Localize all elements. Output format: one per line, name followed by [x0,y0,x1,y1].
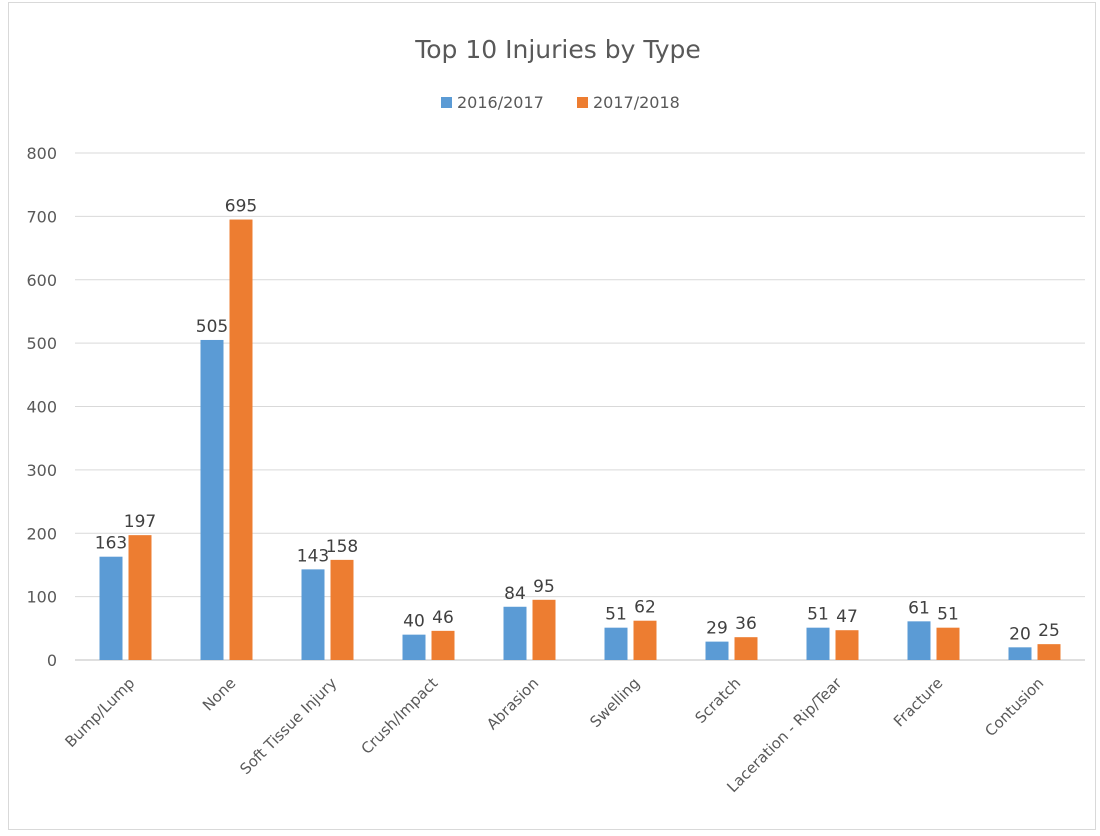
data-label-series-1: 20 [1009,624,1031,644]
data-label-series-1: 51 [807,605,829,625]
y-tick-label: 800 [26,144,57,163]
x-category-label: Soft Tissue Injury [236,674,340,778]
bar-series-2 [1037,644,1061,660]
x-category-label: Scratch [691,674,744,727]
y-tick-label: 400 [26,398,57,417]
bar-series-2 [128,535,152,660]
data-label-series-1: 143 [297,546,329,566]
data-label-series-2: 158 [326,537,358,557]
bar-series-1 [907,621,931,660]
data-label-series-1: 29 [706,619,728,639]
gridlines [75,152,1085,661]
data-label-series-2: 197 [124,512,156,532]
bar-series-2 [734,637,758,660]
y-tick-label: 700 [26,207,57,226]
legend-label-series-2: 2017/2018 [593,93,680,112]
bar-series-2 [936,627,960,660]
y-tick-label: 300 [26,461,57,480]
data-label-series-2: 47 [836,607,858,627]
y-tick-label: 200 [26,524,57,543]
bar-series-1 [604,627,628,660]
bar-series-1 [705,641,729,660]
data-label-series-1: 163 [95,534,127,554]
bar-series-1 [301,569,325,660]
bar-series-1 [1008,647,1032,660]
data-label-series-2: 25 [1038,621,1060,641]
data-label-series-2: 51 [937,605,959,625]
y-tick-label: 100 [26,588,57,607]
bar-series-1 [99,556,123,660]
y-tick-label: 0 [47,651,57,670]
data-label-series-2: 46 [432,608,454,628]
bar-series-1 [200,339,224,660]
bar-series-1 [503,606,527,660]
y-tick-label: 500 [26,334,57,353]
chart-frame [8,2,1096,830]
x-category-label: Contusion [981,674,1047,740]
x-category-label: Fracture [890,674,946,730]
chart-title: Top 10 Injuries by Type [414,35,701,64]
bar-series-2 [835,630,859,660]
legend-label-series-1: 2016/2017 [457,93,544,112]
data-label-series-1: 61 [908,598,930,618]
x-category-label: Bump/Lump [61,674,138,751]
x-category-label: Abrasion [483,674,542,733]
legend: 2016/2017 2017/2018 [441,93,680,112]
y-axis-ticks: 0 100 200 300 400 500 600 700 800 [26,144,57,670]
data-label-series-2: 695 [225,197,257,217]
legend-swatch-series-2 [577,97,588,108]
bar-series-1 [402,634,426,660]
bar-series-1 [806,627,830,660]
data-label-series-1: 40 [403,612,425,632]
bars [99,219,1061,660]
x-category-label: Crush/Impact [358,674,442,758]
legend-swatch-series-1 [441,97,452,108]
data-label-series-1: 84 [504,584,526,604]
x-category-label: Swelling [586,674,643,731]
bar-series-2 [532,599,556,660]
y-tick-label: 600 [26,271,57,290]
data-label-series-1: 505 [196,317,228,337]
bar-series-2 [431,630,455,660]
x-category-label: None [199,674,239,714]
bar-series-2 [633,620,657,660]
x-category-label: Laceration - Rip/Tear [723,674,846,797]
data-label-series-2: 62 [634,598,656,618]
bar-series-2 [229,219,253,660]
data-label-series-2: 36 [735,614,757,634]
data-label-series-1: 51 [605,605,627,625]
data-label-series-2: 95 [533,577,555,597]
bar-series-2 [330,559,354,660]
